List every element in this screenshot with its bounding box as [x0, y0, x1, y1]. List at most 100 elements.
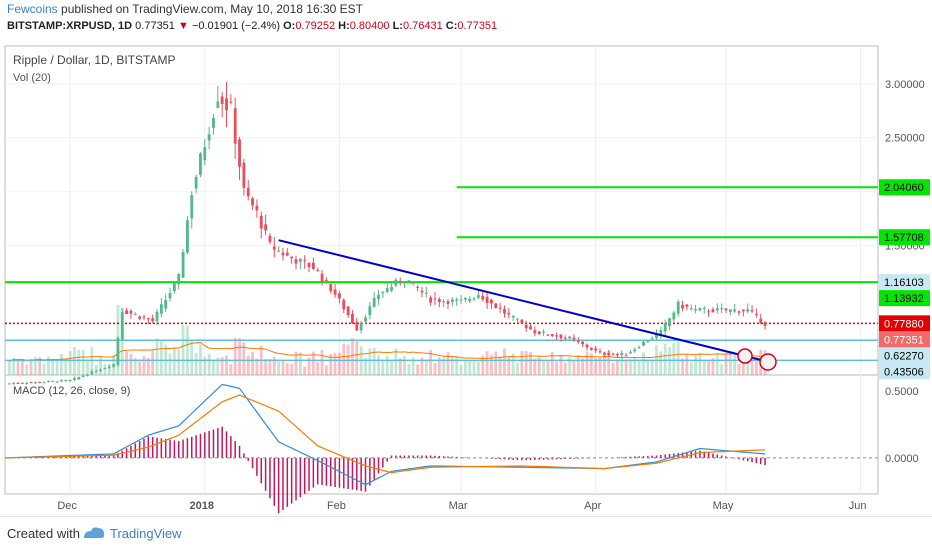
vertical-grid	[69, 46, 862, 494]
candle-body	[759, 318, 763, 323]
candle-body	[702, 308, 706, 310]
volume-bar	[364, 357, 367, 375]
created-with-text: Created with	[7, 526, 80, 541]
price-tick-label: 2.50000	[885, 133, 925, 145]
candle-body	[142, 316, 146, 318]
candle-body	[351, 313, 354, 324]
volume-bar	[433, 362, 437, 375]
candle-body	[146, 318, 150, 320]
volume-bar	[672, 343, 676, 375]
price-tag-label: 1.16103	[884, 277, 924, 289]
candle-body	[324, 279, 328, 281]
volume-bar	[598, 357, 602, 375]
candle-body	[259, 215, 263, 229]
candle-body	[607, 353, 611, 356]
candle-body	[485, 296, 489, 303]
volume-bar	[572, 361, 576, 375]
volume-bar	[681, 358, 684, 375]
volume-bar	[733, 353, 737, 375]
volume-bar	[711, 358, 715, 375]
open-value: 0.79252	[295, 20, 336, 32]
horizontal-grid	[5, 83, 878, 247]
candle-body	[516, 318, 519, 320]
volume-bar	[581, 358, 585, 375]
price-tag	[879, 290, 930, 307]
tradingview-logo-icon[interactable]	[82, 525, 106, 541]
macd-title: MACD (12, 26, close, 9)	[13, 385, 130, 397]
support-resistance-lines[interactable]	[5, 186, 878, 362]
volume-bar	[659, 351, 663, 375]
event-markers[interactable]	[737, 348, 777, 371]
footer: Created with TradingView	[0, 516, 932, 551]
candle-body	[77, 377, 81, 380]
volume-bar	[77, 349, 81, 375]
volume-bar	[307, 357, 311, 375]
candle-body	[216, 101, 220, 108]
volume-bar	[168, 353, 172, 375]
symbol-info: BITSTAMP:XRPUSD, 1D 0.77351 ▼ −0.01901 (…	[7, 20, 497, 32]
candle-body	[390, 286, 393, 291]
volume-bar	[351, 338, 354, 375]
flag-icon[interactable]	[737, 348, 753, 364]
candle-body	[25, 383, 29, 385]
volume-bar	[516, 362, 519, 375]
candle-body	[368, 306, 372, 316]
candle-body	[272, 246, 276, 250]
volume-bar	[424, 359, 428, 375]
candle-body	[207, 134, 211, 141]
volume-bar	[494, 351, 498, 375]
flag-icon[interactable]	[759, 353, 777, 371]
candle-body	[472, 298, 476, 300]
volume-bar	[159, 339, 163, 375]
author-link[interactable]: Fewcoins	[7, 2, 58, 16]
volume-bar	[542, 361, 545, 375]
candle-body	[507, 312, 511, 315]
candle-body	[477, 295, 480, 298]
volume-bar	[333, 352, 337, 375]
volume-bar	[216, 357, 220, 375]
volume-bar	[559, 355, 563, 375]
candle-body	[568, 336, 572, 339]
candle-body	[537, 331, 541, 334]
volume-bar	[646, 360, 650, 375]
volume-bar	[411, 357, 415, 375]
price-tag	[879, 315, 930, 332]
volume-bar	[629, 359, 632, 375]
candle-body	[455, 299, 459, 301]
candle-body	[60, 380, 63, 382]
candle-body	[446, 301, 450, 304]
volume-ma-line	[9, 341, 766, 362]
price-tag-label: 0.77880	[884, 318, 924, 330]
candle-body	[468, 298, 472, 302]
candle-body	[724, 308, 728, 311]
candle-body	[359, 322, 363, 331]
candle-body	[411, 281, 415, 284]
volume-bar	[390, 360, 393, 375]
volume-bar	[589, 353, 593, 375]
downtrend-line[interactable]	[278, 239, 766, 362]
candle-body	[42, 381, 46, 383]
tradingview-link[interactable]: TradingView	[110, 526, 182, 541]
candle-body	[615, 354, 619, 356]
candle-body	[64, 380, 68, 382]
candle-body	[172, 282, 176, 292]
volume-bar	[68, 350, 72, 375]
candle-body	[750, 310, 754, 312]
volume-bar	[498, 356, 502, 375]
volume-bar	[685, 354, 689, 375]
candle-body	[320, 273, 324, 282]
volume-bar	[20, 359, 24, 375]
volume-bar	[537, 356, 541, 375]
volume-bar	[702, 360, 706, 375]
candle-body	[68, 380, 72, 382]
volume-bar	[485, 351, 489, 375]
candle-body	[86, 374, 89, 376]
volume-bar	[615, 359, 619, 375]
candle-body	[311, 262, 315, 269]
volume-bar	[7, 361, 11, 375]
volume-bar	[437, 357, 441, 375]
last-price: 0.77351	[135, 20, 175, 32]
volume-bar	[750, 358, 754, 375]
candle-body	[81, 375, 85, 377]
